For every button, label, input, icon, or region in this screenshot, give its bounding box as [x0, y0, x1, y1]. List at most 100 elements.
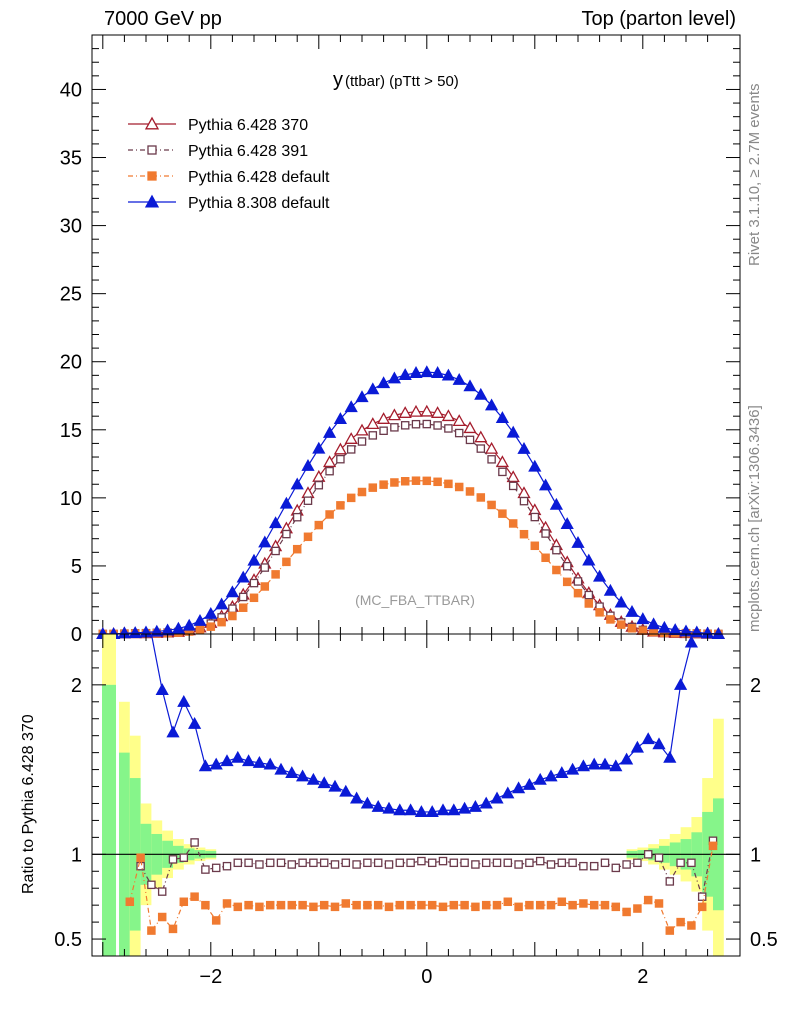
data-point [495, 411, 510, 424]
data-point [452, 372, 466, 385]
legend-label: Pythia 8.308 default [188, 195, 330, 212]
data-point [319, 900, 329, 910]
legend-label: Pythia 6.428 370 [188, 117, 308, 134]
data-point [579, 861, 588, 871]
data-point [471, 860, 480, 869]
y-tick-label: 25 [60, 284, 82, 306]
data-point [676, 917, 685, 927]
data-point [711, 627, 726, 640]
data-point [481, 858, 491, 868]
data-point [217, 617, 226, 627]
data-point [425, 805, 439, 817]
data-point [479, 796, 493, 809]
header-left: 7000 GeV pp [104, 8, 222, 30]
data-point [646, 617, 661, 630]
data-point [144, 194, 160, 208]
data-point [301, 459, 315, 471]
data-point [406, 858, 415, 868]
ratio-panel: 0.5 0.5 1 1 2 2 −2 0 2 [54, 633, 778, 988]
data-point [344, 400, 358, 413]
data-point [568, 900, 577, 910]
data-point [633, 904, 642, 913]
x-tick-label: 0 [421, 966, 432, 988]
data-point [476, 493, 486, 502]
data-point [336, 454, 345, 464]
ratio-series-pythia-6-428-default [125, 841, 718, 935]
data-point [519, 496, 529, 506]
data-point [487, 455, 496, 464]
data-point [430, 366, 445, 378]
data-point [530, 512, 540, 522]
data-point [150, 624, 164, 637]
data-point [568, 858, 577, 868]
series-line [102, 480, 719, 635]
x-tick-label: −2 [199, 966, 222, 988]
data-point [438, 902, 448, 912]
data-point [503, 897, 513, 907]
data-point [400, 477, 410, 486]
data-point [433, 421, 442, 430]
data-point [368, 483, 378, 492]
data-point [255, 860, 264, 869]
legend-label: Pythia 6.428 391 [188, 143, 308, 160]
data-point [441, 409, 456, 422]
data-point [125, 897, 135, 907]
data-point [157, 887, 167, 896]
data-point [614, 595, 628, 608]
data-point [468, 800, 483, 812]
data-point [427, 900, 437, 910]
y-tick-label: 35 [60, 148, 82, 170]
data-point [622, 860, 631, 869]
data-point [214, 597, 229, 610]
y-tick-label: 10 [60, 488, 82, 510]
data-point [490, 791, 504, 804]
data-point [155, 683, 169, 695]
data-point [519, 529, 529, 539]
data-point [282, 529, 291, 539]
data-point [587, 757, 601, 770]
data-point [177, 694, 191, 707]
data-point [460, 858, 469, 868]
data-point [403, 803, 418, 816]
data-point [589, 900, 599, 910]
data-point [168, 855, 178, 864]
data-point [643, 895, 653, 905]
data-point [228, 604, 237, 613]
data-point [346, 493, 356, 503]
data-point [517, 442, 531, 454]
data-point [292, 544, 302, 554]
data-point [373, 900, 383, 910]
data-point [557, 858, 567, 868]
data-point [430, 406, 445, 418]
data-point [333, 412, 348, 424]
data-point [328, 779, 342, 792]
data-point [541, 553, 550, 563]
data-point [457, 801, 472, 814]
data-point [387, 408, 402, 421]
data-point [525, 858, 534, 868]
data-point [422, 476, 432, 486]
data-point [290, 477, 304, 490]
y-tick-label: 1 [750, 844, 761, 866]
data-point [330, 902, 340, 912]
data-point [641, 732, 655, 745]
data-point [506, 470, 520, 483]
data-point [211, 916, 221, 925]
data-point [190, 838, 199, 847]
data-point [417, 900, 426, 910]
data-point [684, 635, 699, 648]
data-point [552, 545, 561, 555]
y-tick-label: 15 [60, 420, 82, 442]
data-point [179, 853, 189, 862]
data-point [166, 725, 180, 738]
data-point [346, 445, 356, 454]
data-point [508, 519, 518, 528]
data-point [560, 517, 574, 530]
data-point [406, 900, 415, 910]
data-point [231, 750, 245, 763]
data-point [360, 796, 375, 809]
plot-title: (ttbar) (pTtt > 50) [345, 73, 459, 90]
data-point [198, 759, 213, 772]
data-point [387, 371, 402, 384]
